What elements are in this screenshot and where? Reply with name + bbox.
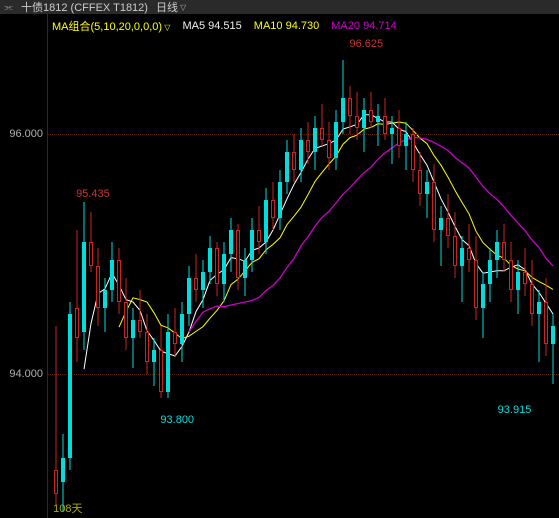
chart-header: ⫘ 十债1812 (CFFEX T1812) 日线 ▽ [0, 0, 559, 14]
link-icon: ⫘ [4, 2, 13, 13]
gridline [48, 134, 559, 135]
price-tag: 108天 [53, 500, 82, 516]
price-tag: 96.625 [349, 38, 383, 50]
timeframe-label: 日线 [156, 0, 178, 15]
y-tick-label: 94.000 [9, 368, 43, 380]
gridline [48, 374, 559, 375]
price-tag: 93.915 [498, 404, 532, 416]
chevron-down-icon: ▽ [180, 3, 186, 12]
price-tag: 93.800 [160, 414, 194, 426]
ma-lines-svg [48, 14, 559, 518]
ma-line [189, 137, 553, 331]
plot-area[interactable]: 95.435 96.625 93.800 93.915 108天 [48, 14, 559, 518]
chart-area[interactable]: 94.000 96.000 95.435 96.625 93.800 93.915 108… [0, 14, 559, 518]
price-tag: 95.435 [76, 188, 110, 200]
timeframe-dropdown[interactable]: 日线 ▽ [156, 0, 186, 15]
y-axis: 94.000 96.000 [0, 14, 48, 518]
symbol-name[interactable]: 十债1812 (CFFEX T1812) [21, 0, 148, 15]
y-tick-label: 96.000 [9, 128, 43, 140]
